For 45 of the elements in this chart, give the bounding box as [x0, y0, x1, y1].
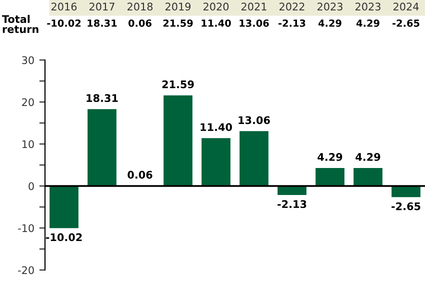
data-label: -2.65	[392, 19, 420, 27]
bar	[50, 186, 78, 228]
bar	[316, 168, 344, 186]
text: Total return	[2, 14, 38, 34]
x-tick-label: 2023	[356, 2, 380, 11]
text: 4.29	[356, 153, 380, 161]
x-tick-label: 2021	[242, 2, 266, 11]
bar	[88, 109, 116, 186]
text: 18.31	[86, 94, 118, 102]
x-tick-label: 2017	[90, 2, 114, 11]
y-tick-label: -10	[18, 224, 34, 232]
y-tick-label: 30	[22, 56, 34, 64]
y-tick-label: 10	[22, 140, 34, 148]
text: -2.65	[392, 202, 420, 210]
bar	[202, 138, 230, 186]
data-label: 4.29	[356, 19, 380, 27]
data-label: 13.06	[240, 19, 269, 27]
data-label: -2.13	[278, 19, 306, 27]
data-label: 4.29	[318, 19, 342, 27]
text: 0.06	[128, 170, 152, 179]
data-label: 21.59	[163, 19, 193, 27]
data-label: 18.31	[88, 19, 117, 27]
x-tick-label: 2018	[128, 2, 153, 11]
bar	[240, 131, 268, 186]
x-tick-label: 2016	[52, 2, 77, 11]
data-label: 11.40	[202, 19, 231, 27]
text: 13.06	[238, 116, 270, 124]
text: -10.02	[46, 233, 82, 242]
x-tick-label: 2022	[280, 2, 304, 11]
bar	[392, 186, 420, 198]
x-tick-label: 2019	[166, 2, 191, 11]
data-label: 0.06	[128, 19, 152, 27]
text: 4.29	[318, 153, 342, 161]
bar	[164, 95, 192, 186]
data-label: -10.02	[47, 19, 81, 27]
y-tick-label: 0	[28, 182, 34, 190]
x-tick-label: 2023	[318, 2, 342, 11]
y-tick-label: 20	[22, 98, 34, 106]
text: 11.40	[200, 123, 232, 132]
x-tick-label: 2020	[204, 2, 229, 11]
y-tick-label: -20	[18, 266, 34, 274]
bar	[354, 168, 382, 186]
text: 21.59	[162, 80, 194, 88]
text: -2.13	[278, 200, 306, 208]
x-tick-label: 2024	[394, 2, 419, 11]
